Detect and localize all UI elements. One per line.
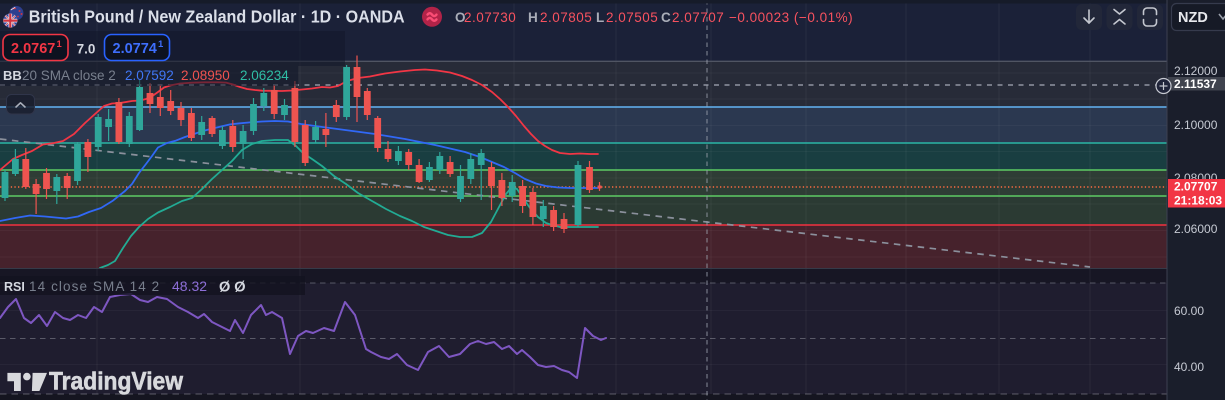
svg-text:2.08950: 2.08950 bbox=[181, 68, 230, 83]
svg-text:1: 1 bbox=[57, 39, 63, 50]
svg-text:21:18:03: 21:18:03 bbox=[1174, 194, 1222, 208]
svg-text:2.07805: 2.07805 bbox=[540, 10, 592, 25]
svg-text:RSI: RSI bbox=[4, 280, 25, 294]
svg-text:O: O bbox=[455, 10, 466, 25]
svg-text:NZD: NZD bbox=[1178, 10, 1208, 26]
svg-text:20 SMA close 2: 20 SMA close 2 bbox=[22, 68, 116, 83]
svg-text:60.00: 60.00 bbox=[1174, 304, 1204, 318]
svg-text:2.06234: 2.06234 bbox=[240, 68, 289, 83]
svg-text:48.32: 48.32 bbox=[172, 278, 207, 294]
svg-text:2.11537: 2.11537 bbox=[1174, 77, 1217, 91]
svg-text:C: C bbox=[661, 10, 671, 25]
svg-text:TradingView: TradingView bbox=[49, 368, 183, 396]
svg-text:1: 1 bbox=[158, 39, 164, 50]
svg-text:2.07730: 2.07730 bbox=[464, 10, 516, 25]
svg-text:−0.00023 (−0.01%): −0.00023 (−0.01%) bbox=[729, 10, 853, 25]
svg-text:H: H bbox=[528, 10, 538, 25]
svg-text:2.12000: 2.12000 bbox=[1174, 64, 1218, 78]
svg-text:40.00: 40.00 bbox=[1174, 360, 1204, 374]
svg-text:2.07707: 2.07707 bbox=[1174, 180, 1218, 194]
svg-text:2.07707: 2.07707 bbox=[672, 10, 724, 25]
svg-text:2.07592: 2.07592 bbox=[125, 68, 174, 83]
svg-text:Ø Ø: Ø Ø bbox=[219, 280, 246, 296]
svg-text:2.10000: 2.10000 bbox=[1174, 118, 1218, 132]
svg-text:7.0: 7.0 bbox=[77, 42, 96, 57]
svg-text:L: L bbox=[596, 10, 604, 25]
svg-text:2.0774: 2.0774 bbox=[113, 41, 157, 57]
svg-text:British Pound / New Zealand Do: British Pound / New Zealand Dollar · 1D … bbox=[29, 7, 405, 27]
svg-text:2.0767: 2.0767 bbox=[11, 41, 55, 57]
svg-text:14 close SMA 14 2: 14 close SMA 14 2 bbox=[29, 279, 160, 294]
svg-text:2.06000: 2.06000 bbox=[1174, 222, 1218, 236]
svg-text:BB: BB bbox=[3, 68, 22, 83]
svg-text:2.07505: 2.07505 bbox=[606, 10, 658, 25]
